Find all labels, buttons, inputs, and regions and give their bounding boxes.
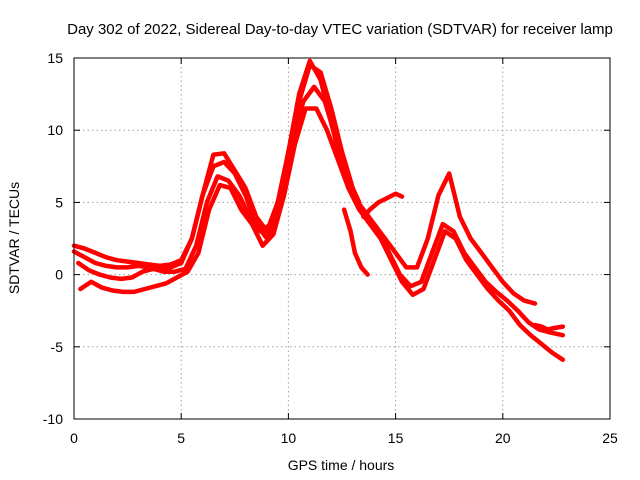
y-axis-label: SDTVAR / TECUs (6, 182, 22, 294)
x-axis-label: GPS time / hours (288, 457, 395, 473)
series-trace-3 (76, 84, 566, 338)
series-trace-7 (532, 322, 566, 332)
x-tick-label: 20 (495, 430, 511, 446)
y-tick-label: 5 (55, 194, 63, 210)
y-tick-label: -5 (51, 339, 64, 355)
series-trace-4 (78, 106, 566, 363)
x-tick-label: 0 (70, 430, 78, 446)
x-tick-label: 25 (602, 430, 618, 446)
series-trace-5 (361, 191, 405, 220)
axis-ticks: 0 5 10 15 20 25 -10 -5 0 5 10 15 (43, 50, 618, 446)
x-tick-label: 5 (177, 430, 185, 446)
y-tick-label: 15 (47, 50, 63, 66)
chart-title: Day 302 of 2022, Sidereal Day-to-day VTE… (67, 21, 613, 38)
x-tick-label: 10 (281, 430, 297, 446)
data-traces (71, 58, 566, 363)
series-trace-6 (341, 207, 370, 277)
y-tick-label: 0 (55, 267, 63, 283)
y-tick-label: 10 (47, 122, 63, 138)
x-tick-label: 15 (388, 430, 404, 446)
plot-frame (73, 57, 611, 420)
y-tick-label: -10 (43, 411, 63, 427)
grid (74, 58, 610, 419)
